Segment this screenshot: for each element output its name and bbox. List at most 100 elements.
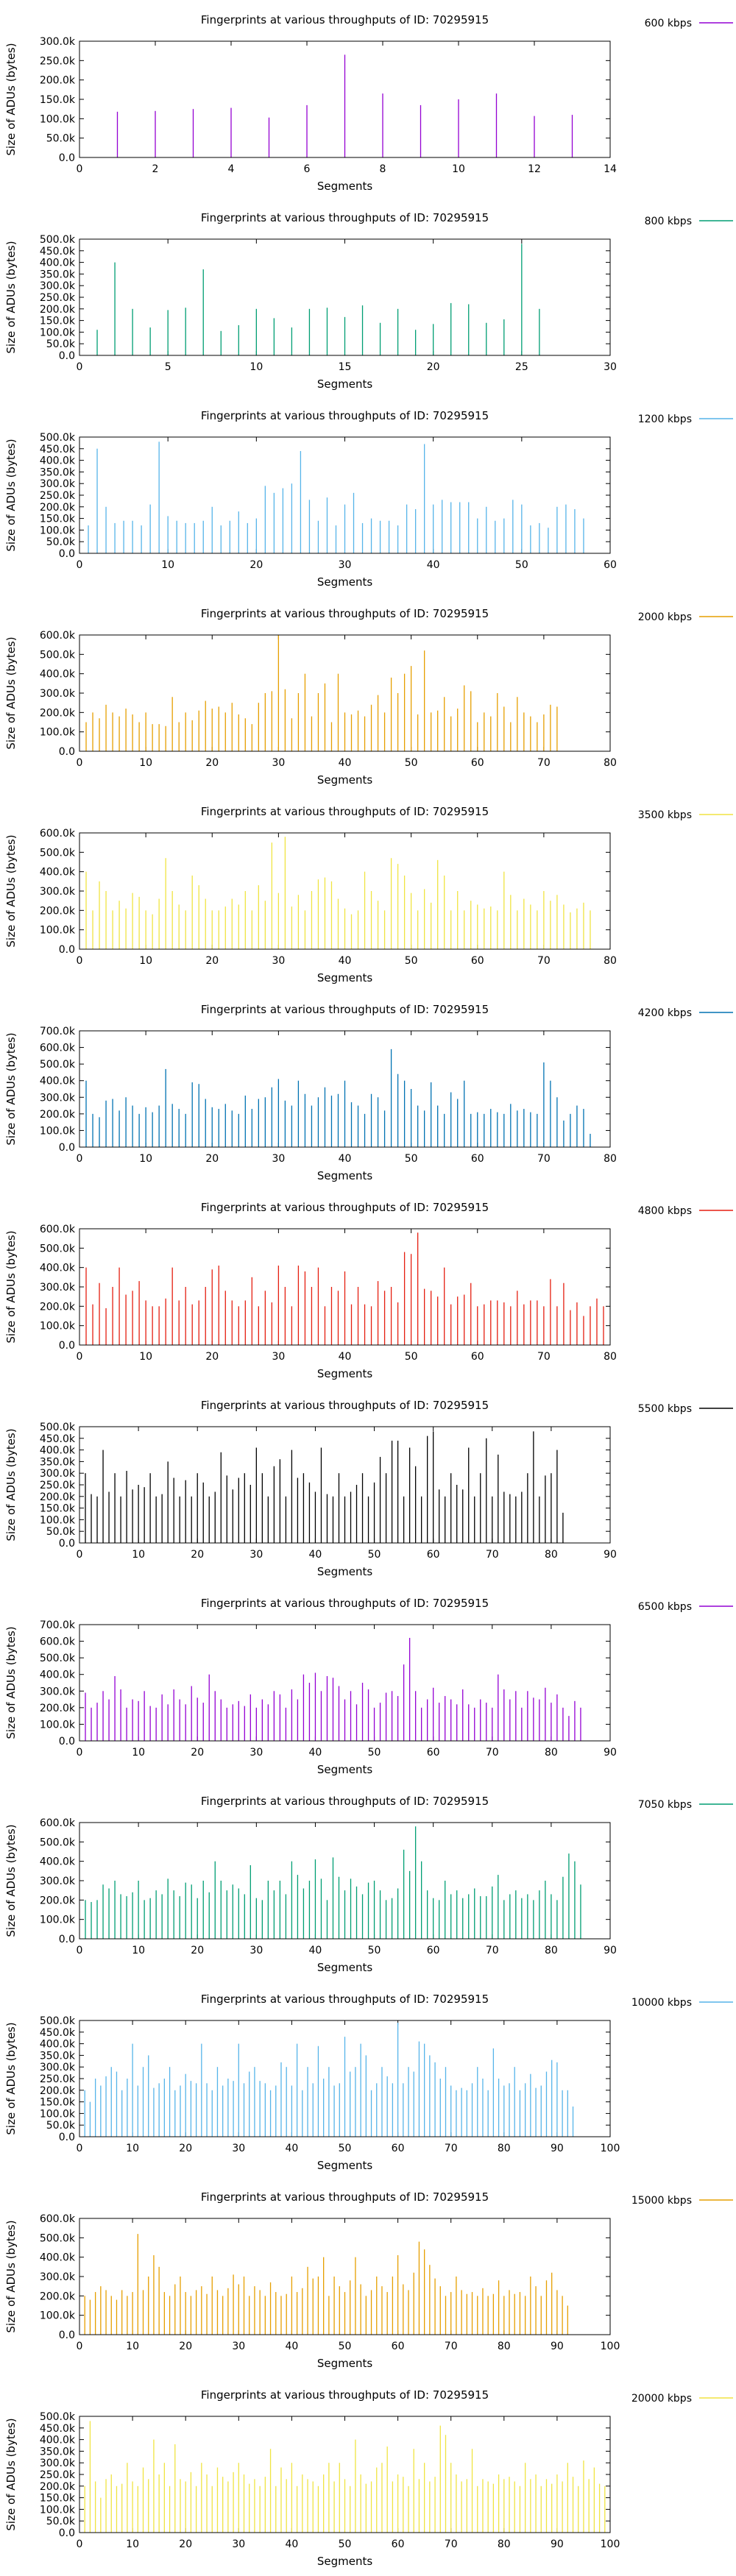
y-tick-label: 100.0k — [40, 1125, 76, 1137]
chart-svg: Fingerprints at various throughputs of I… — [4, 1597, 733, 1776]
y-axis-label: Size of ADUs (bytes) — [4, 1428, 18, 1541]
x-tick-label: 90 — [604, 1747, 617, 1759]
x-tick-label: 0 — [77, 757, 83, 769]
y-tick-label: 500.0k — [40, 649, 76, 661]
y-tick-label: 250.0k — [40, 1480, 76, 1491]
y-tick-label: 50.0k — [46, 2516, 76, 2527]
y-tick-label: 100.0k — [40, 113, 76, 125]
x-tick-label: 10 — [126, 2341, 139, 2352]
x-tick-label: 50 — [405, 757, 418, 769]
x-tick-label: 50 — [405, 955, 418, 967]
plot-frame — [79, 1426, 611, 1544]
y-tick-label: 500.0k — [40, 1653, 76, 1664]
y-tick-label: 400.0k — [40, 669, 76, 681]
y-tick-label: 100.0k — [40, 1514, 76, 1526]
y-tick-label: 500.0k — [40, 2232, 76, 2244]
chart-panel: Fingerprints at various throughputs of I… — [0, 594, 736, 792]
y-tick-label: 350.0k — [40, 269, 76, 280]
y-tick-label: 150.0k — [40, 1503, 76, 1515]
x-tick-label: 20 — [205, 757, 219, 769]
y-tick-label: 200.0k — [40, 1301, 76, 1313]
y-tick-label: 600.0k — [40, 828, 76, 840]
x-tick-label: 70 — [486, 1945, 499, 1956]
y-tick-label: 100.0k — [40, 1719, 76, 1731]
chart-svg: Fingerprints at various throughputs of I… — [4, 2388, 733, 2568]
x-tick-label: 40 — [285, 2341, 298, 2352]
chart-svg: Fingerprints at various throughputs of I… — [4, 13, 733, 193]
chart-title: Fingerprints at various throughputs of I… — [201, 2388, 489, 2402]
x-tick-label: 30 — [272, 1351, 285, 1363]
x-tick-label: 70 — [445, 2143, 458, 2154]
y-axis-label: Size of ADUs (bytes) — [4, 2220, 18, 2332]
x-tick-label: 10 — [139, 1153, 152, 1165]
legend-label: 20000 kbps — [631, 2393, 692, 2405]
legend-label: 10000 kbps — [631, 1997, 692, 2009]
x-tick-label: 0 — [77, 2143, 83, 2154]
x-tick-label: 90 — [604, 1945, 617, 1956]
x-tick-label: 50 — [368, 1945, 381, 1956]
y-axis-label: Size of ADUs (bytes) — [4, 1230, 18, 1343]
y-tick-label: 200.0k — [40, 304, 76, 316]
y-tick-label: 500.0k — [40, 2015, 76, 2027]
y-tick-label: 600.0k — [40, 1817, 76, 1829]
x-tick-label: 100 — [601, 2341, 620, 2352]
x-tick-label: 40 — [309, 1549, 322, 1561]
x-tick-label: 10 — [161, 559, 174, 571]
chart-title: Fingerprints at various throughputs of I… — [201, 1597, 489, 1610]
y-tick-label: 500.0k — [40, 432, 76, 444]
x-tick-label: 80 — [498, 2538, 511, 2550]
x-tick-label: 14 — [604, 163, 617, 175]
x-tick-label: 40 — [285, 2538, 298, 2550]
chart-svg: Fingerprints at various throughputs of I… — [4, 2190, 733, 2370]
y-tick-label: 500.0k — [40, 1059, 76, 1071]
y-tick-label: 0.0 — [59, 1736, 75, 1748]
chart-svg: Fingerprints at various throughputs of I… — [4, 1399, 733, 1578]
chart-title: Fingerprints at various throughputs of I… — [201, 1399, 489, 1412]
x-tick-label: 90 — [551, 2538, 564, 2550]
chart-title: Fingerprints at various throughputs of I… — [201, 409, 489, 422]
y-tick-label: 450.0k — [40, 2027, 76, 2039]
y-tick-label: 300.0k — [40, 886, 76, 898]
x-tick-label: 10 — [126, 2143, 139, 2154]
y-tick-label: 400.0k — [40, 258, 76, 269]
y-tick-label: 400.0k — [40, 1856, 76, 1868]
x-axis-label: Segments — [317, 377, 373, 391]
y-tick-label: 400.0k — [40, 1076, 76, 1087]
y-tick-label: 350.0k — [40, 466, 76, 478]
y-tick-label: 600.0k — [40, 1043, 76, 1054]
x-tick-label: 0 — [77, 1747, 83, 1759]
plot-frame — [79, 2020, 611, 2137]
y-tick-label: 400.0k — [40, 867, 76, 879]
y-tick-label: 300.0k — [40, 280, 76, 292]
y-tick-label: 500.0k — [40, 1243, 76, 1255]
y-axis-label: Size of ADUs (bytes) — [4, 834, 18, 947]
y-tick-label: 100.0k — [40, 2310, 76, 2322]
x-tick-label: 30 — [604, 361, 617, 373]
x-tick-label: 0 — [77, 1549, 83, 1561]
y-tick-label: 400.0k — [40, 1670, 76, 1681]
x-tick-label: 0 — [77, 1351, 83, 1363]
chart-title: Fingerprints at various throughputs of I… — [201, 2190, 489, 2204]
x-tick-label: 30 — [250, 1945, 263, 1956]
y-tick-label: 400.0k — [40, 1445, 76, 1457]
chart-title: Fingerprints at various throughputs of I… — [201, 607, 489, 620]
y-tick-label: 200.0k — [40, 502, 76, 514]
x-tick-label: 30 — [272, 955, 285, 967]
y-tick-label: 0.0 — [59, 746, 75, 758]
x-tick-label: 80 — [604, 1351, 617, 1363]
plot-frame — [79, 40, 611, 158]
y-tick-label: 450.0k — [40, 246, 76, 258]
x-tick-label: 30 — [272, 757, 285, 769]
x-tick-label: 90 — [551, 2143, 564, 2154]
x-tick-label: 70 — [486, 1549, 499, 1561]
y-tick-label: 450.0k — [40, 2423, 76, 2435]
x-tick-label: 30 — [232, 2341, 245, 2352]
chart-title: Fingerprints at various throughputs of I… — [201, 1201, 489, 1214]
x-tick-label: 60 — [427, 1549, 440, 1561]
x-tick-label: 40 — [339, 1351, 352, 1363]
y-tick-label: 200.0k — [40, 1109, 76, 1121]
x-axis-label: Segments — [317, 2555, 373, 2568]
x-tick-label: 80 — [604, 955, 617, 967]
y-tick-label: 0.0 — [59, 152, 75, 164]
x-tick-label: 20 — [179, 2143, 192, 2154]
